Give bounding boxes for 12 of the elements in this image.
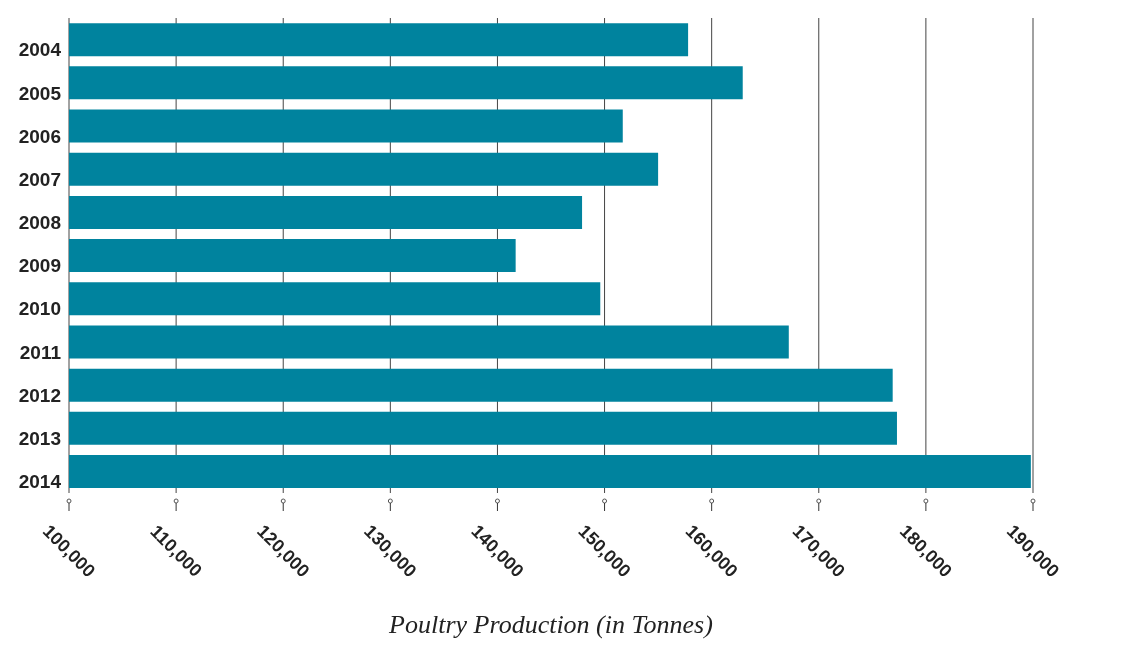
- y-tick-label: 2012: [18, 384, 61, 406]
- y-tick-label: 2009: [18, 255, 61, 277]
- y-tick-label: 2013: [18, 427, 61, 449]
- y-tick-label: 2006: [18, 125, 61, 147]
- y-tick-label: 2010: [18, 298, 61, 320]
- y-tick-label: 2011: [19, 341, 62, 363]
- y-tick-label: 2005: [18, 82, 62, 104]
- x-axis-title: Poultry Production (in Tonnes): [388, 610, 713, 639]
- y-tick-label: 2007: [18, 168, 61, 190]
- y-tick-label: 2008: [18, 212, 61, 234]
- y-tick-label: 2004: [18, 39, 62, 61]
- y-tick-label: 2014: [18, 471, 62, 493]
